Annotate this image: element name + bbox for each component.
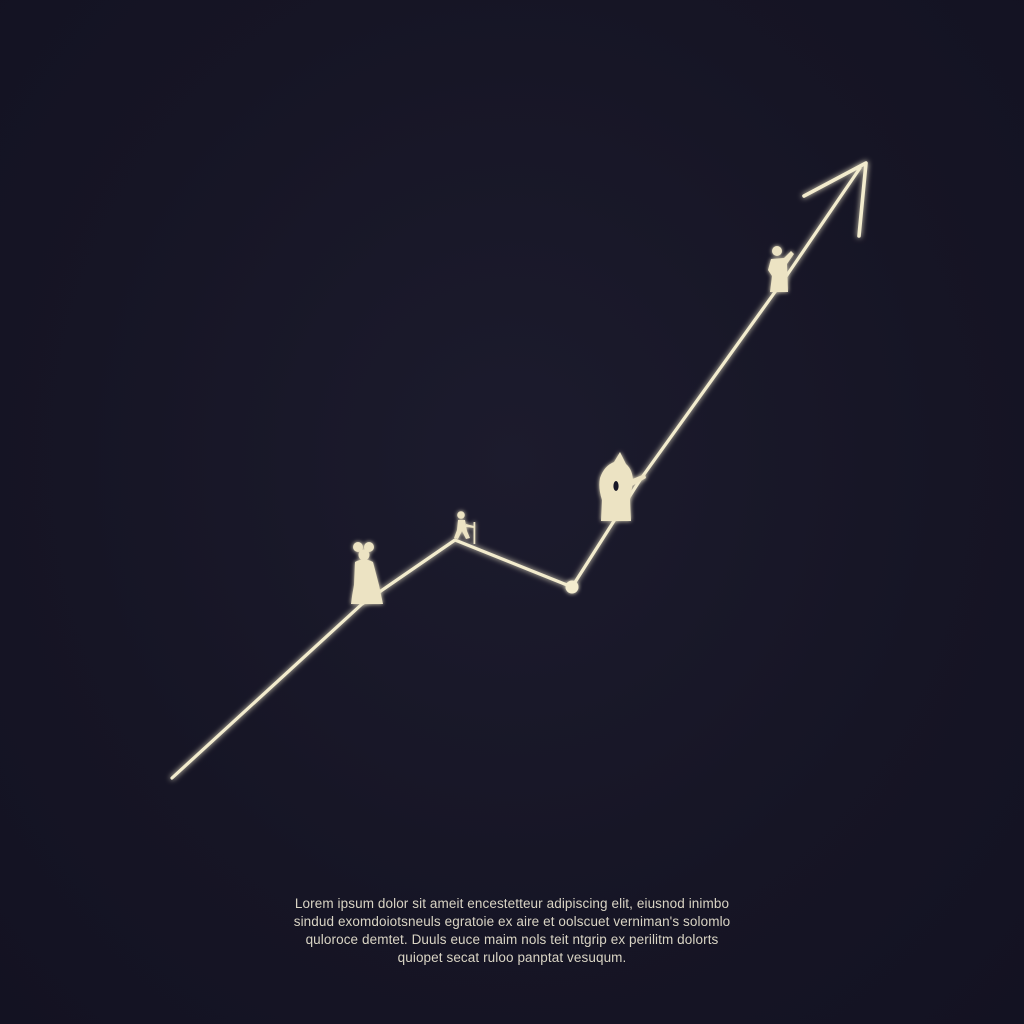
- caption-line-2: sindud exomdoiotsneuls egratoie ex aire …: [293, 914, 731, 929]
- hooded-figure-icon: [599, 452, 646, 521]
- trend-line: [170, 166, 862, 780]
- climber-figure-icon: [768, 246, 794, 292]
- caption-line-3: quloroce demtet. Duuls euce maim nols te…: [305, 932, 719, 947]
- woman-figure-icon: [351, 542, 383, 604]
- caption: Lorem ipsum dolor sit ameit encestetteur…: [232, 895, 792, 967]
- small-walker-icon: [454, 511, 476, 544]
- caption-line-1: Lorem ipsum dolor sit ameit encestetteur…: [294, 896, 730, 911]
- valley-dot: [565, 580, 579, 594]
- arrow-head-icon: [802, 161, 868, 238]
- caption-line-4: quiopet secat ruloo panptat vesuqum.: [397, 950, 627, 965]
